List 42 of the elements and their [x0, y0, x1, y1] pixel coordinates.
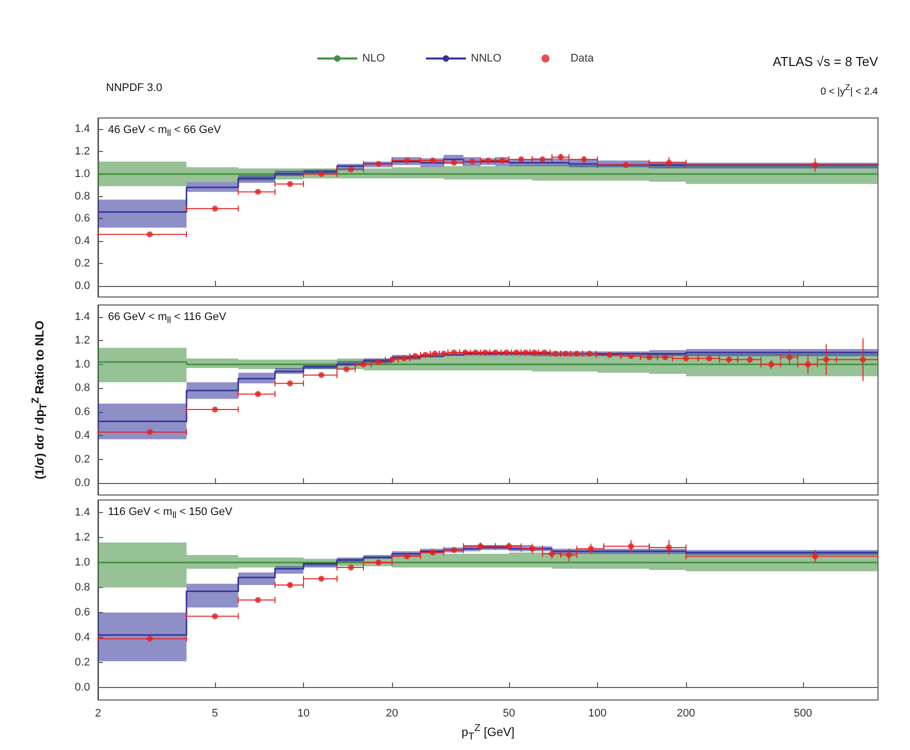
x-tick-label: 2: [94, 708, 102, 720]
y-tick-label: 0.6: [74, 406, 90, 418]
y-tick-label: 0.2: [74, 257, 90, 270]
y-tick-label: 0.2: [74, 656, 90, 668]
y-tick-label: 1.0: [74, 556, 90, 568]
x-tick-label: 20: [386, 708, 398, 720]
x-axis-title: p$_{T}$$^{Z}$ [GeV]: [462, 722, 514, 742]
y-tick-label: 1.4: [74, 123, 90, 136]
y-tick-label: 1.2: [74, 146, 90, 158]
y-tick-label: 0.4: [74, 430, 90, 442]
y-tick-label: 1.4: [74, 310, 90, 323]
x-tick-label: 50: [502, 708, 516, 720]
y-tick-label: 0.4: [74, 235, 90, 248]
text: 46 GeV < m$_{ll}$ < 66 GeV: [108, 124, 221, 138]
chart-subtitle: NNPDF 3.0: [106, 82, 162, 94]
y-tick-label: 0.8: [74, 582, 90, 594]
y-tick-label: 1.2: [74, 334, 90, 347]
text: 0 < |y$^{Z}$| < 2.4: [820, 82, 878, 98]
y-tick-label: 0.8: [74, 382, 90, 394]
y-tick-label: 0.6: [74, 606, 90, 618]
legend-label: Data: [570, 52, 595, 64]
y-tick-label: 1.2: [74, 532, 90, 544]
y-tick-label: 0.0: [74, 682, 90, 694]
y-tick-label: 0.6: [74, 212, 90, 225]
y-tick-label: 1.0: [74, 358, 90, 370]
text: 66 GeV < m$_{ll}$ < 116 GeV: [108, 311, 226, 326]
text: 116 GeV < m$_{ll}$ < 150 GeV: [108, 506, 232, 520]
legend-label: NLO: [362, 52, 386, 64]
x-tick-label: 100: [588, 708, 607, 720]
y-tick-label: 0.0: [74, 477, 90, 490]
x-tick-label: 10: [297, 708, 310, 720]
x-tick-label: 200: [676, 708, 696, 720]
x-tick-label: 5: [212, 708, 218, 720]
text: ATLAS √s = 8 TeV: [772, 54, 878, 69]
legend-label: NNLO: [470, 52, 502, 64]
y-tick-label: 0.2: [74, 453, 90, 466]
y-tick-label: 1.0: [74, 168, 90, 180]
y-tick-label: 0.4: [74, 632, 90, 644]
x-tick-label: 500: [794, 708, 812, 720]
y-tick-label: 1.4: [74, 506, 90, 518]
y-tick-label: 0.8: [74, 190, 90, 202]
y-tick-label: 0.0: [74, 280, 90, 292]
